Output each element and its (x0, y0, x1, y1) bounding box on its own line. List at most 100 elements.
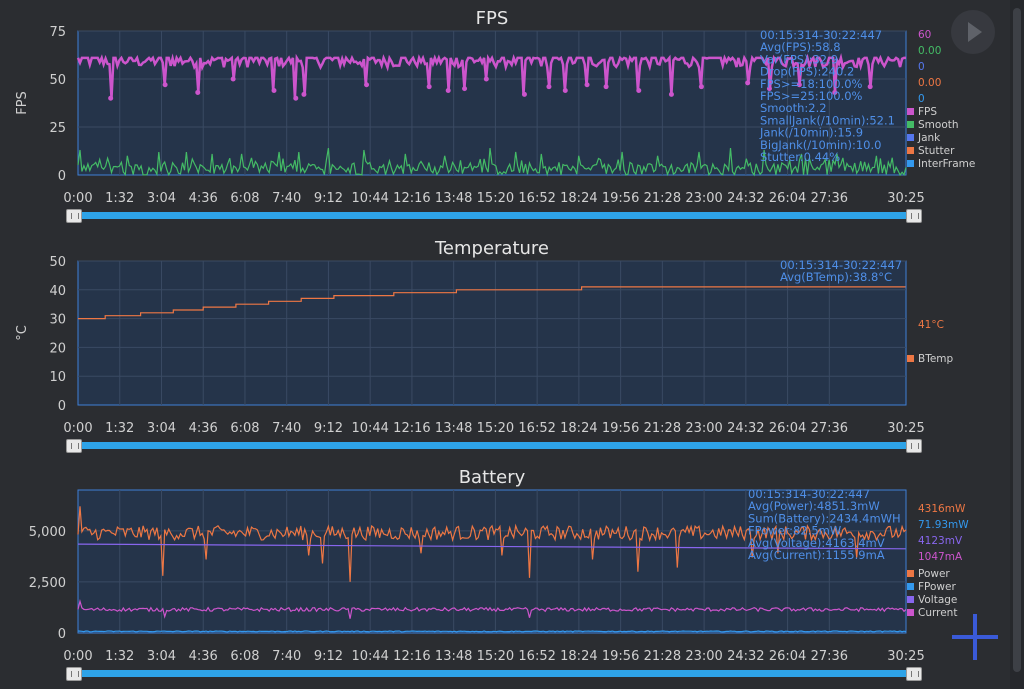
fps-xtick-label: 23:00 (685, 191, 722, 206)
fps-point (521, 91, 527, 97)
temperature-legend-swatch (907, 355, 914, 362)
fps-point (546, 84, 552, 90)
temperature-xtick-label: 10:44 (351, 421, 388, 436)
add-icon[interactable] (952, 614, 998, 660)
play-icon[interactable] (951, 10, 995, 54)
battery-stat-line: Avg(Current):1155.9mA (748, 548, 885, 562)
fps-point (603, 84, 609, 90)
temperature-range-start-handle[interactable] (66, 439, 82, 453)
fps-point (796, 82, 802, 88)
temperature-ylabel: °C (15, 325, 30, 341)
battery-xtick-label: 15:20 (477, 649, 514, 664)
fps-point (230, 76, 236, 82)
temperature-current-value: 41°C (918, 319, 944, 331)
battery-legend-label: Power (918, 568, 950, 580)
fps-range-track[interactable] (76, 212, 912, 219)
temperature-xtick-label: 6:08 (230, 421, 259, 436)
temperature-xtick-label: 3:04 (147, 421, 176, 436)
fps-point (462, 86, 468, 92)
temperature-ytick-label: 20 (49, 341, 66, 356)
fps-stat-line: 00:15:314-30:22:447 (760, 28, 882, 42)
fps-xtick-label: 6:08 (230, 191, 259, 206)
temperature-stat-line: 00:15:314-30:22:447 (780, 258, 902, 272)
fps-range-end-handle[interactable] (906, 209, 922, 223)
fps-current-value: 0 (918, 61, 925, 73)
battery-range-start-handle[interactable] (66, 667, 82, 681)
fps-point (584, 82, 590, 88)
fps-stat-line: Stutter:0.44% (760, 150, 840, 164)
fps-point (745, 80, 751, 86)
temperature-title: Temperature (434, 238, 549, 259)
fps-xtick-label: 19:56 (602, 191, 639, 206)
temperature-xtick-label: 26:04 (769, 421, 806, 436)
temperature-xtick-label: 16:52 (518, 421, 555, 436)
battery-xtick-label: 6:08 (230, 649, 259, 664)
battery-legend-label: Voltage (918, 594, 957, 606)
fps-stat-line: Var(FPS):32.9 (760, 52, 838, 66)
battery-range-slider[interactable] (66, 667, 922, 681)
fps-legend-label: Smooth (918, 119, 959, 131)
fps-chart-panel: FPS FPS 0 25 50 75 0:00 1:32 3:04 4:36 6:08 7:40 9:1… (0, 0, 1010, 230)
battery-ytick-label: 0 (58, 627, 66, 642)
scrollbar-thumb[interactable] (1013, 8, 1021, 672)
fps-xtick-label: 16:52 (518, 191, 555, 206)
temperature-xtick-label: 18:24 (560, 421, 597, 436)
fps-range-start-handle[interactable] (66, 209, 82, 223)
fps-xtick-label: 21:28 (644, 191, 681, 206)
battery-series-power (77, 506, 907, 582)
fps-legend-swatch (907, 134, 914, 141)
fps-stat-line: FPS>=25:100.0% (760, 89, 863, 103)
fps-plot-area (77, 30, 907, 176)
fps-xtick-label: 9:12 (314, 191, 343, 206)
fps-xtick-label: 0:00 (63, 191, 92, 206)
fps-current-value: 0 (918, 93, 925, 105)
temperature-chart: Temperature °C 0 10 20 30 40 50 0:00 1:32 3:04 4:36… (15, 238, 954, 436)
temperature-series-btemp (78, 286, 906, 320)
battery-ytick-label: 2,500 (29, 576, 66, 591)
fps-xtick-label: 27:36 (811, 191, 848, 206)
fps-xtick-label: 24:32 (727, 191, 764, 206)
temperature-range-slider[interactable] (66, 439, 922, 453)
battery-xtick-label: 19:56 (602, 649, 639, 664)
fps-series-smooth (77, 148, 907, 177)
fps-legend-label: Stutter (918, 145, 955, 157)
fps-xtick-label: 30:25 (887, 191, 924, 206)
temperature-xtick-label: 0:00 (63, 421, 92, 436)
battery-current-value: 1047mA (918, 551, 963, 563)
temperature-ytick-label: 0 (58, 399, 66, 414)
vertical-scrollbar[interactable] (1010, 0, 1024, 689)
temperature-xtick-label: 13:48 (435, 421, 472, 436)
battery-xtick-label: 23:00 (685, 649, 722, 664)
temperature-legend-label: BTemp (918, 353, 954, 365)
battery-range-end-handle[interactable] (906, 667, 922, 681)
battery-legend-swatch (907, 596, 914, 603)
fps-xtick-label: 3:04 (147, 191, 176, 206)
fps-stat-line: Smooth:2.2 (760, 101, 827, 115)
temperature-xtick-label: 24:32 (727, 421, 764, 436)
battery-xtick-label: 3:04 (147, 649, 176, 664)
battery-stat-line: 00:15:314-30:22:447 (748, 487, 870, 501)
temperature-range-end-handle[interactable] (906, 439, 922, 453)
battery-xtick-label: 13:48 (435, 649, 472, 664)
fps-point (162, 82, 168, 88)
temperature-xtick-label: 27:36 (811, 421, 848, 436)
fps-point (636, 88, 642, 94)
temperature-xtick-label: 12:16 (393, 421, 430, 436)
battery-chart-panel: Battery 0 2,500 5,000 0:00 1:32 3:04 4:36 6:08 7:… (0, 460, 1010, 689)
fps-current-value: 0.00 (918, 45, 941, 57)
battery-current-value: 4123mV (918, 535, 963, 547)
temperature-range-track[interactable] (76, 442, 912, 449)
battery-xtick-label: 9:12 (314, 649, 343, 664)
fps-range-slider[interactable] (66, 209, 922, 223)
fps-xtick-label: 18:24 (560, 191, 597, 206)
fps-point (426, 84, 432, 90)
temperature-xtick-label: 21:28 (644, 421, 681, 436)
temperature-plot-area (77, 260, 907, 406)
fps-title: FPS (476, 8, 509, 29)
battery-stat-line: Avg(Power):4851.3mW (748, 499, 880, 513)
battery-range-track[interactable] (76, 670, 912, 677)
battery-legend-label: Current (918, 607, 957, 619)
fps-legend-label: Jank (917, 132, 941, 144)
temperature-ytick-label: 50 (49, 255, 66, 270)
